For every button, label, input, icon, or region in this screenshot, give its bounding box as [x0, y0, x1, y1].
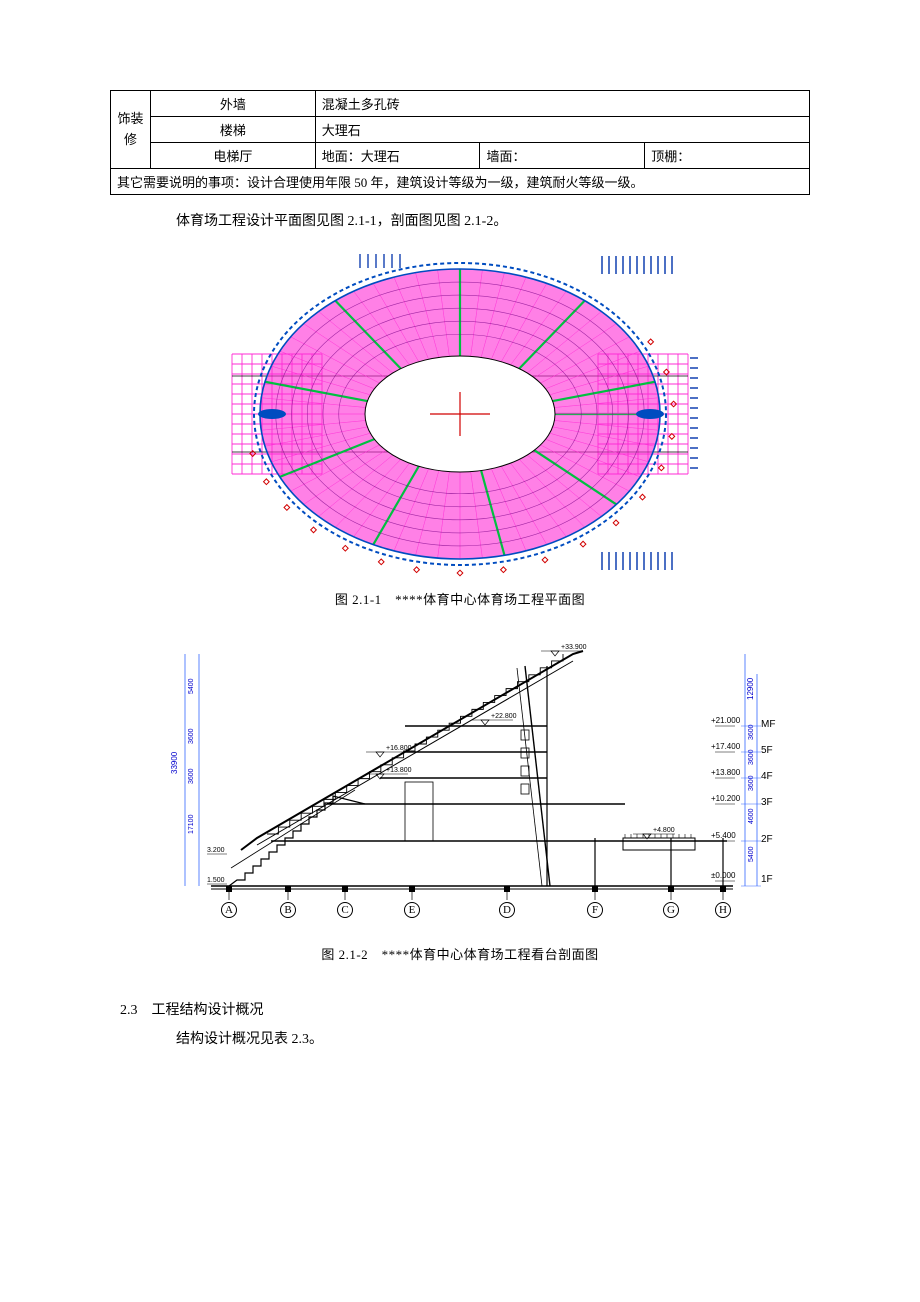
- svg-text:17100: 17100: [188, 815, 195, 835]
- row-content-cell: 地面：大理石: [315, 143, 480, 169]
- svg-text:3600: 3600: [748, 750, 755, 766]
- floor-label: MF: [761, 719, 775, 730]
- row-content-cell: 大理石: [315, 117, 809, 143]
- row-name-cell: 电梯厅: [151, 143, 316, 169]
- row-name-cell: 外墙: [151, 91, 316, 117]
- svg-text:3600: 3600: [188, 729, 195, 745]
- svg-text:+13.800: +13.800: [386, 767, 412, 774]
- figure-caption: 图 2.1-2 ****体育中心体育场工程看台剖面图: [110, 944, 810, 963]
- body-paragraph: 体育场工程设计平面图见图 2.1-1，剖面图见图 2.1-2。: [176, 209, 810, 234]
- row-content-cell: 顶棚：: [645, 143, 810, 169]
- svg-text:3600: 3600: [748, 725, 755, 741]
- vertical-header-cell: 饰装修: [111, 91, 151, 169]
- plan-svg: [220, 244, 700, 579]
- figure-section-view: +33.900 +22.800 +16.800 +13.800 +4.800 33900 5…: [155, 634, 765, 934]
- svg-text:3.200: 3.200: [207, 847, 225, 854]
- svg-text:4600: 4600: [748, 809, 755, 825]
- floor-label: 5F: [761, 745, 773, 756]
- elevation-label: ±0.000: [711, 871, 735, 880]
- svg-text:5400: 5400: [748, 847, 755, 863]
- row-name-cell: 楼梯: [151, 117, 316, 143]
- body-paragraph: 结构设计概况见表 2.3。: [176, 1027, 810, 1052]
- svg-text:+4.800: +4.800: [653, 827, 675, 834]
- svg-text:+16.800: +16.800: [386, 745, 412, 752]
- axis-letter: G: [663, 902, 679, 918]
- floor-label: 1F: [761, 874, 773, 885]
- floor-label: 4F: [761, 771, 773, 782]
- axis-letter: H: [715, 902, 731, 918]
- section-svg: +33.900 +22.800 +16.800 +13.800 +4.800 33900 5…: [155, 634, 765, 914]
- section-heading: 2.3 工程结构设计概况: [120, 999, 810, 1019]
- axis-letter: B: [280, 902, 296, 918]
- table-row: 饰装修 外墙 混凝土多孔砖: [111, 91, 810, 117]
- axis-letter: C: [337, 902, 353, 918]
- elevation-label: +21.000: [711, 716, 740, 725]
- elevation-label: +5.400: [711, 831, 736, 840]
- decoration-table: 饰装修 外墙 混凝土多孔砖 楼梯 大理石 电梯厅 地面：大理石 墙面： 顶棚： …: [110, 90, 810, 195]
- row-content-cell: 墙面：: [480, 143, 645, 169]
- elevation-label: +13.800: [711, 768, 740, 777]
- figure-caption: 图 2.1-1 ****体育中心体育场工程平面图: [110, 589, 810, 608]
- figure-plan-view: [220, 244, 700, 579]
- floor-label: 2F: [761, 834, 773, 845]
- footnote-cell: 其它需要说明的事项：设计合理使用年限 50 年，建筑设计等级为一级，建筑耐火等级…: [111, 169, 810, 195]
- table-row: 其它需要说明的事项：设计合理使用年限 50 年，建筑设计等级为一级，建筑耐火等级…: [111, 169, 810, 195]
- svg-text:5400: 5400: [188, 679, 195, 695]
- elevation-label: +10.200: [711, 794, 740, 803]
- svg-text:+22.800: +22.800: [491, 713, 517, 720]
- svg-text:1.500: 1.500: [207, 877, 225, 884]
- svg-text:12900: 12900: [746, 677, 755, 700]
- axis-letter: E: [404, 902, 420, 918]
- svg-text:3600: 3600: [748, 776, 755, 792]
- floor-label: 3F: [761, 797, 773, 808]
- elevation-label: +17.400: [711, 742, 740, 751]
- axis-letter: D: [499, 902, 515, 918]
- svg-text:33900: 33900: [170, 751, 179, 774]
- row-content-cell: 混凝土多孔砖: [315, 91, 809, 117]
- svg-text:3600: 3600: [188, 769, 195, 785]
- axis-letter: F: [587, 902, 603, 918]
- axis-letter: A: [221, 902, 237, 918]
- svg-text:+33.900: +33.900: [561, 644, 587, 651]
- table-row: 楼梯 大理石: [111, 117, 810, 143]
- table-row: 电梯厅 地面：大理石 墙面： 顶棚：: [111, 143, 810, 169]
